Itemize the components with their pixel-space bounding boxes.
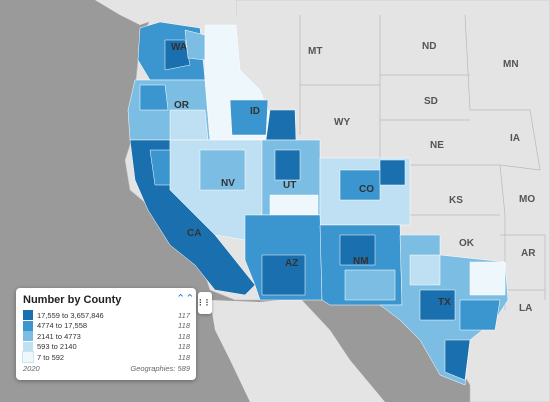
- legend-range: 593 to 2140: [37, 342, 77, 352]
- county-region[interactable]: [419, 289, 456, 321]
- state-label: NM: [353, 256, 369, 267]
- county-region[interactable]: [469, 261, 506, 296]
- state-label: ND: [422, 41, 436, 52]
- state-label: WY: [334, 117, 350, 128]
- county-region[interactable]: [459, 299, 501, 331]
- state-label: MN: [503, 59, 519, 70]
- legend-count: 117: [178, 310, 190, 320]
- county-region[interactable]: [139, 84, 169, 111]
- legend-panel: Number by County ⌃⌃ 17,559 to 3,657,846 …: [16, 288, 196, 380]
- legend-geographies: Geographies: 589: [130, 364, 190, 373]
- legend-rows: 17,559 to 3,657,846 117 4774 to 17,558 1…: [22, 310, 190, 364]
- legend-footer: 2020 Geographies: 589: [23, 364, 190, 373]
- legend-row: 593 to 2140 118: [23, 341, 190, 353]
- state-label: LA: [519, 303, 532, 314]
- county-region[interactable]: [199, 149, 246, 191]
- legend-row: 17,559 to 3,657,846 117: [23, 310, 190, 321]
- legend-count: 118: [178, 331, 190, 341]
- county-choropleth: [127, 21, 509, 386]
- county-region[interactable]: [274, 149, 301, 181]
- legend-range: 4774 to 17,558: [37, 321, 88, 331]
- legend-row: 2141 to 4773 118: [23, 331, 190, 342]
- state-label: SD: [424, 96, 438, 107]
- legend-range: 7 to 592: [37, 352, 65, 362]
- legend-range: 17,559 to 3,657,846: [37, 310, 104, 320]
- county-region[interactable]: [344, 269, 396, 301]
- county-region[interactable]: [379, 159, 406, 186]
- legend-count: 118: [178, 352, 190, 362]
- state-label: IA: [510, 133, 520, 144]
- state-labels: MT ND MN SD WY IA NE KS MO OK AR LA WA O…: [171, 41, 536, 314]
- county-region[interactable]: [339, 169, 381, 201]
- county-region[interactable]: [261, 254, 306, 296]
- state-label: MT: [308, 46, 322, 57]
- state-label: AZ: [285, 258, 298, 269]
- state-label: AR: [521, 248, 536, 259]
- legend-swatch: [22, 351, 34, 364]
- legend-swatch: [23, 320, 33, 331]
- state-label: WA: [171, 42, 187, 53]
- land-mexico: [210, 298, 385, 402]
- drag-handle-icon[interactable]: ⠇⠇: [198, 292, 212, 314]
- county-region[interactable]: [444, 339, 471, 381]
- state-borders: [299, 14, 546, 310]
- state-label: NE: [430, 140, 444, 151]
- legend-row: 7 to 592 118: [22, 351, 190, 364]
- county-region[interactable]: [269, 194, 319, 216]
- legend-swatch: [23, 310, 33, 321]
- legend-count: 118: [178, 321, 190, 331]
- state-label: MO: [519, 194, 535, 205]
- legend-swatch: [23, 331, 33, 342]
- state-label: CA: [187, 228, 201, 239]
- county-region[interactable]: [339, 234, 376, 266]
- state-label: OK: [459, 238, 475, 249]
- county-region[interactable]: [229, 99, 269, 136]
- legend-year: 2020: [23, 364, 40, 373]
- legend-range: 2141 to 4773: [37, 331, 81, 341]
- state-label: NV: [221, 178, 235, 189]
- legend-row: 4774 to 17,558 118: [23, 320, 190, 332]
- county-region[interactable]: [169, 109, 209, 141]
- state-label: OR: [174, 100, 190, 111]
- collapse-icon[interactable]: ⌃⌃: [176, 293, 195, 305]
- state-label: ID: [250, 106, 260, 117]
- legend-swatch: [23, 341, 33, 352]
- county-region[interactable]: [164, 39, 191, 71]
- county-region[interactable]: [265, 109, 297, 141]
- legend-title: Number by County: [23, 294, 122, 306]
- county-region[interactable]: [184, 29, 206, 61]
- state-label: CO: [359, 184, 374, 195]
- land-north: [95, 0, 236, 25]
- legend-count: 118: [178, 342, 190, 352]
- state-label: TX: [438, 297, 451, 308]
- state-label: KS: [449, 195, 463, 206]
- state-label: UT: [283, 180, 296, 191]
- county-region[interactable]: [409, 254, 441, 286]
